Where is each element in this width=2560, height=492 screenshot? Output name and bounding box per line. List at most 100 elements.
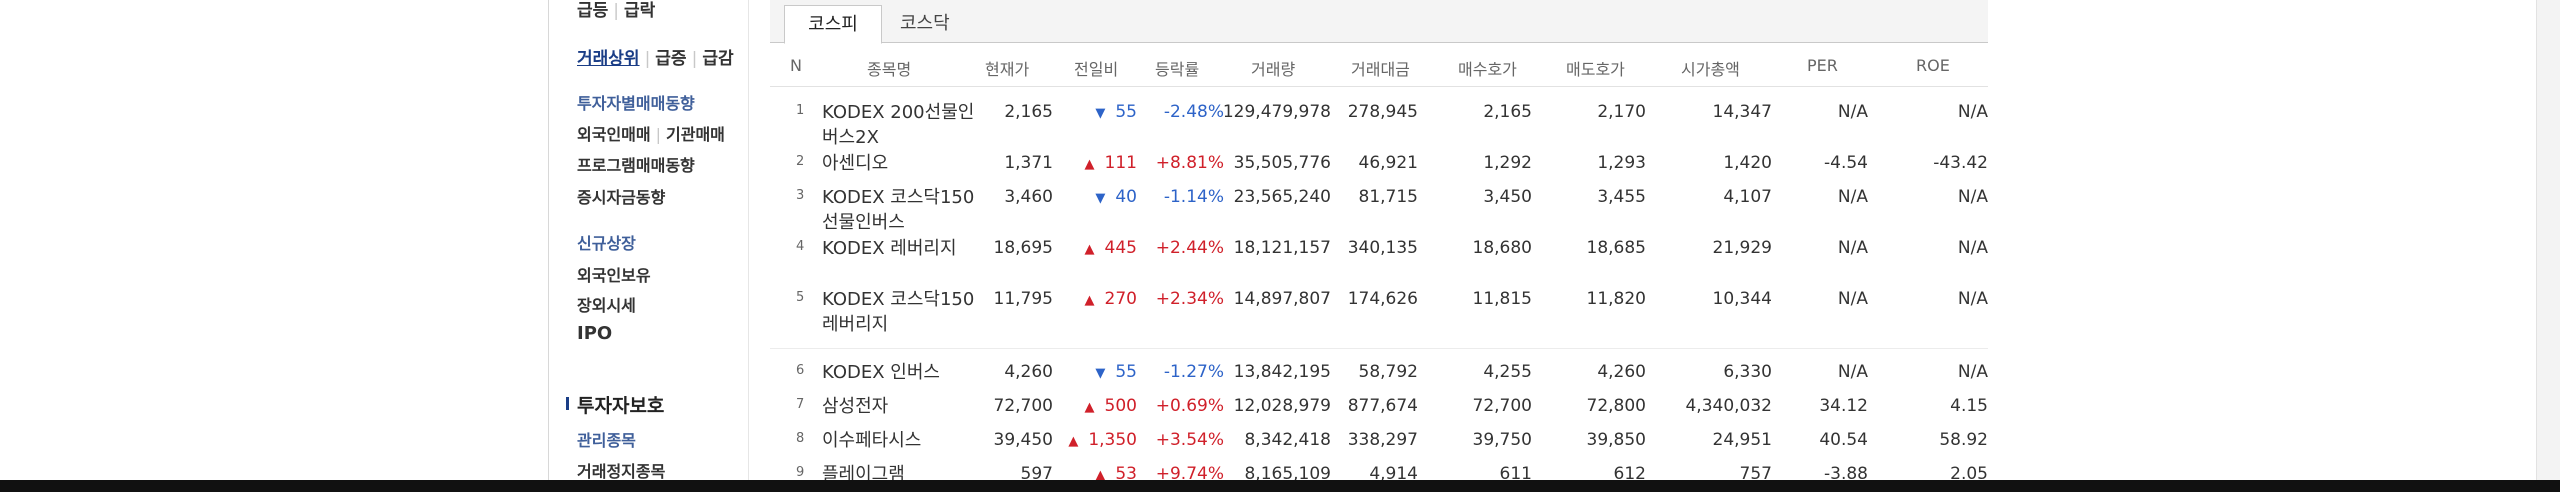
nav-program-trend[interactable]: 프로그램매매동향 xyxy=(577,156,695,175)
cell-amount: 58,792 xyxy=(1358,362,1418,382)
cell-bid: 11,815 xyxy=(1472,289,1532,309)
separator: | xyxy=(613,1,620,21)
cell-rate: -1.14% xyxy=(1163,187,1224,207)
nav-surge[interactable]: 급증 xyxy=(655,49,687,69)
vertical-scrollbar[interactable] xyxy=(2536,0,2560,480)
cell-roe: 58.92 xyxy=(1939,430,1988,450)
separator: | xyxy=(655,125,661,144)
cell-roe: N/A xyxy=(1957,238,1988,258)
cell-change: ▲ 53 xyxy=(1095,464,1137,480)
up-arrow-icon: ▲ xyxy=(1084,157,1095,172)
left-border xyxy=(548,0,549,480)
row-index: 8 xyxy=(796,431,805,446)
nav-halted-stocks[interactable]: 거래정지종목 xyxy=(577,462,666,480)
cell-price: 597 xyxy=(1020,464,1053,480)
cell-rate: -2.48% xyxy=(1163,102,1224,122)
cell-per: 40.54 xyxy=(1819,430,1868,450)
cell-bid: 4,255 xyxy=(1483,362,1532,382)
cell-rate: +8.81% xyxy=(1155,153,1224,173)
change-value: 445 xyxy=(1104,238,1137,258)
change-value: 270 xyxy=(1104,289,1137,309)
header-ask: 매도호가 xyxy=(1566,60,1625,79)
cell-roe: 2.05 xyxy=(1950,464,1988,480)
cell-price: 4,260 xyxy=(1004,362,1053,382)
nav-new-listing[interactable]: 신규상장 xyxy=(577,234,636,253)
cell-per: N/A xyxy=(1837,187,1868,207)
cell-volume: 8,342,418 xyxy=(1244,430,1331,450)
nav-inst-trade[interactable]: 기관매매 xyxy=(666,125,725,144)
cell-bid: 18,680 xyxy=(1472,238,1532,258)
cell-mcap: 6,330 xyxy=(1723,362,1772,382)
nav-plunge[interactable]: 급감 xyxy=(702,49,734,69)
cell-per: N/A xyxy=(1837,102,1868,122)
nav-investor-trend[interactable]: 투자자별매매동향 xyxy=(577,94,695,113)
row-index: 4 xyxy=(796,239,805,254)
change-value: 500 xyxy=(1104,396,1137,416)
cell-volume: 8,165,109 xyxy=(1244,464,1331,480)
nav-managed-stocks[interactable]: 관리종목 xyxy=(577,431,636,450)
market-tabs: 코스피 코스닥 xyxy=(770,0,1988,44)
nav-fall[interactable]: 급락 xyxy=(624,1,656,21)
sidebar-divider xyxy=(748,0,749,480)
nav-rise[interactable]: 급등 xyxy=(577,1,609,21)
cell-mcap: 1,420 xyxy=(1723,153,1772,173)
cell-change: ▼ 55 xyxy=(1095,362,1137,382)
up-arrow-icon: ▲ xyxy=(1095,468,1106,480)
nav-foreign-inst: 외국인매매 | 기관매매 xyxy=(577,121,725,145)
cell-roe: N/A xyxy=(1957,362,1988,382)
cell-roe: -43.42 xyxy=(1933,153,1988,173)
cell-rate: +9.74% xyxy=(1155,464,1224,480)
header-rate: 등락률 xyxy=(1155,60,1200,79)
table-header: N 종목명 현재가 전일비 등락률 거래량 거래대금 매수호가 매도호가 시가총… xyxy=(770,56,1988,87)
stock-name-link[interactable]: 플레이그램 xyxy=(822,464,905,480)
nav-otc-price[interactable]: 장외시세 xyxy=(577,296,636,315)
stock-name-link[interactable]: KODEX 200선물인버스2X xyxy=(822,102,975,148)
cell-change: ▲ 270 xyxy=(1085,289,1137,309)
cell-per: N/A xyxy=(1837,289,1868,309)
cell-volume: 129,479,978 xyxy=(1222,102,1331,122)
cell-ask: 2,170 xyxy=(1597,102,1646,122)
nav-foreign-trade[interactable]: 외국인매매 xyxy=(577,125,651,144)
cell-change: ▲ 500 xyxy=(1085,396,1137,416)
cell-bid: 611 xyxy=(1499,464,1532,480)
cell-rate: +2.34% xyxy=(1155,289,1224,309)
cell-volume: 12,028,979 xyxy=(1233,396,1331,416)
cell-bid: 3,450 xyxy=(1483,187,1532,207)
tab-kospi[interactable]: 코스피 xyxy=(784,5,882,44)
cell-change: ▲ 445 xyxy=(1085,238,1137,258)
stock-name-link[interactable]: KODEX 레버리지 xyxy=(822,238,957,259)
section-marker xyxy=(566,397,569,410)
cell-amount: 81,715 xyxy=(1358,187,1418,207)
nav-top-volume[interactable]: 거래상위 xyxy=(577,49,640,69)
cell-price: 72,700 xyxy=(993,396,1053,416)
row-index: 3 xyxy=(796,188,805,203)
up-arrow-icon: ▲ xyxy=(1068,434,1079,449)
cell-roe: N/A xyxy=(1957,187,1988,207)
stock-name-link[interactable]: KODEX 인버스 xyxy=(822,362,940,383)
stock-name-link[interactable]: 아센디오 xyxy=(822,153,889,174)
cell-price: 39,450 xyxy=(993,430,1053,450)
cell-rate: -1.27% xyxy=(1163,362,1224,382)
cell-rate: +3.54% xyxy=(1155,430,1224,450)
cell-per: N/A xyxy=(1837,238,1868,258)
stock-name-link[interactable]: 삼성전자 xyxy=(822,396,889,417)
cell-amount: 278,945 xyxy=(1347,102,1418,122)
change-value: 55 xyxy=(1115,362,1137,382)
nav-deposit-trend[interactable]: 증시자금동향 xyxy=(577,188,666,207)
cell-ask: 4,260 xyxy=(1597,362,1646,382)
cell-mcap: 4,107 xyxy=(1723,187,1772,207)
cell-mcap: 4,340,032 xyxy=(1685,396,1772,416)
cell-roe: N/A xyxy=(1957,289,1988,309)
cell-change: ▼ 40 xyxy=(1095,187,1137,207)
stock-name-link[interactable]: KODEX 코스닥150선물인버스 xyxy=(822,187,975,233)
cell-amount: 174,626 xyxy=(1347,289,1418,309)
nav-ipo[interactable]: IPO xyxy=(577,323,613,344)
row-index: 2 xyxy=(796,154,805,169)
header-price: 현재가 xyxy=(985,60,1030,79)
cell-volume: 13,842,195 xyxy=(1233,362,1331,382)
cell-per: -3.88 xyxy=(1824,464,1868,480)
stock-name-link[interactable]: KODEX 코스닥150레버리지 xyxy=(822,289,975,335)
nav-foreign-holding[interactable]: 외국인보유 xyxy=(577,266,651,285)
stock-name-link[interactable]: 이수페타시스 xyxy=(822,430,922,451)
tab-kosdaq[interactable]: 코스닥 xyxy=(900,13,950,34)
